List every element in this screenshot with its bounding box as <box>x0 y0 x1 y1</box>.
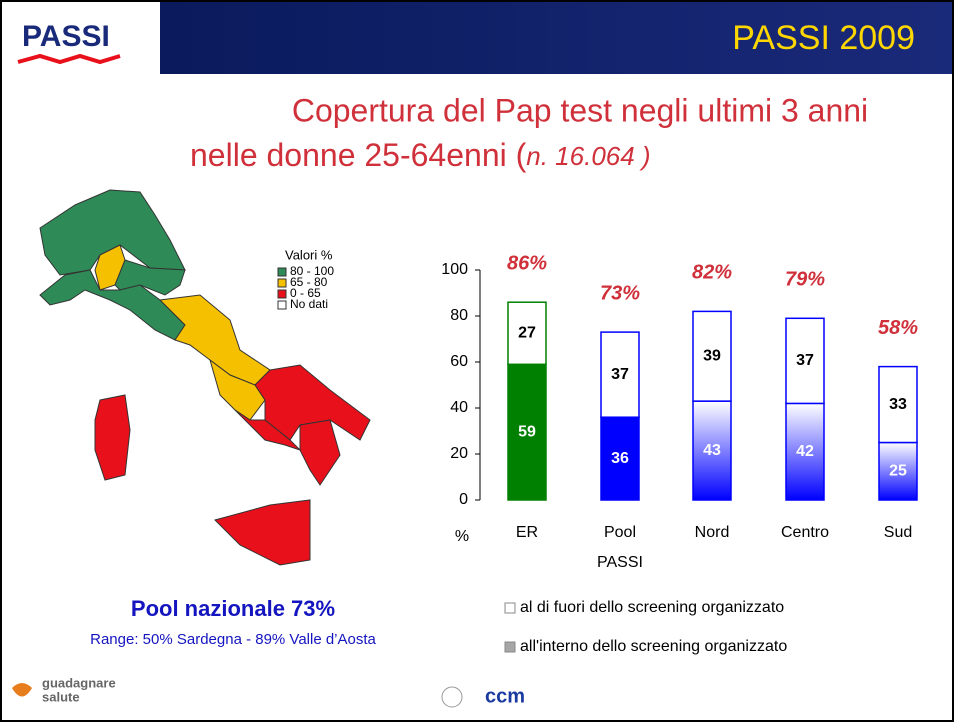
title-line: Copertura del Pap test negli ultimi 3 an… <box>292 92 868 128</box>
value-label: 59 <box>518 423 536 440</box>
value-label: 39 <box>703 347 721 364</box>
y-tick-label: 100 <box>441 261 468 278</box>
total-label: 73% <box>600 282 640 304</box>
legend-label: al di fuori dello screening organizzato <box>520 599 784 616</box>
bar-segment <box>878 441 918 501</box>
legend-swatch <box>504 602 516 614</box>
legend-label: 65 - 80 <box>290 275 328 289</box>
value-label: 37 <box>611 366 629 383</box>
bar-segment <box>600 331 640 418</box>
bar-segment <box>600 416 640 501</box>
x-tick-label: Sud <box>884 524 912 541</box>
y-tick-label: 80 <box>450 307 468 324</box>
x-tick-label: Pool <box>604 524 636 541</box>
value-label: 42 <box>796 443 814 460</box>
value-label: 33 <box>889 396 907 413</box>
legend-swatch <box>504 641 516 653</box>
y-tick-label: 0 <box>459 491 468 508</box>
footer-logo: guadagnare <box>42 675 116 690</box>
legend-swatch <box>277 300 287 310</box>
bar-segment <box>878 365 918 444</box>
total-label: 58% <box>878 317 918 339</box>
footer-logo-icon <box>12 683 32 697</box>
value-label: 37 <box>796 352 814 369</box>
x-tick-label: Nord <box>695 524 730 541</box>
x-tick-label: ER <box>516 524 538 541</box>
legend-label: No dati <box>290 297 328 311</box>
region <box>299 419 341 486</box>
region <box>234 409 301 451</box>
map <box>39 189 371 566</box>
total-label: 79% <box>785 269 825 291</box>
chart: 0 20 40 60 80 100% ER 59 27 86% Pool PASSI 36 37 73% No… <box>441 252 918 655</box>
x-tick-label: PASSI <box>597 554 643 571</box>
x-tick-label: Centro <box>781 524 829 541</box>
region <box>209 358 266 421</box>
y-tick-label: 20 <box>450 445 468 462</box>
bar-segment <box>507 301 547 366</box>
footer-icon <box>441 686 463 708</box>
region <box>39 269 186 341</box>
bar-segment <box>785 317 825 405</box>
legend-label: all'interno dello screening organizzato <box>520 638 787 655</box>
logo: PASSI <box>22 20 110 53</box>
value-label: 36 <box>611 450 629 467</box>
legend-label: 80 - 100 <box>290 264 334 278</box>
logo-swoosh <box>17 53 121 65</box>
title-line: nelle donne 25-64enni (n. 16.064 ) <box>190 137 651 173</box>
legend-swatch <box>277 278 287 288</box>
island <box>214 499 311 566</box>
header-label: PASSI 2009 <box>732 19 915 57</box>
value-label: 43 <box>703 442 721 459</box>
bar-segment <box>785 402 825 501</box>
legend-label: 0 - 65 <box>290 286 321 300</box>
value-label: 27 <box>518 324 536 341</box>
legend-swatch <box>277 267 287 277</box>
island <box>94 394 131 481</box>
footer-logo: ccm <box>485 685 525 707</box>
bar-segment <box>692 310 732 402</box>
y-axis-label: % <box>455 528 469 545</box>
summary-headline: Pool nazionale 73% <box>131 596 335 621</box>
legend-swatch <box>277 289 287 299</box>
header-bar <box>160 2 952 74</box>
total-label: 86% <box>507 252 547 274</box>
region <box>114 259 186 296</box>
summary-range: Range: 50% Sardegna - 89% Valle d’Aosta <box>90 631 376 648</box>
footer-logo: salute <box>42 689 80 704</box>
y-tick-label: 40 <box>450 399 468 416</box>
y-tick-label: 60 <box>450 353 468 370</box>
value-label: 25 <box>889 462 907 479</box>
bar-segment <box>507 363 547 501</box>
map-legend-title: Valori % <box>285 247 333 262</box>
total-label: 82% <box>692 262 732 284</box>
